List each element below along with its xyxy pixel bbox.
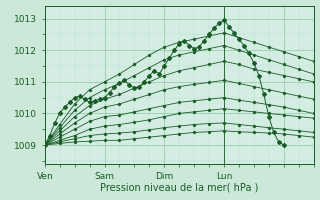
X-axis label: Pression niveau de la mer( hPa ): Pression niveau de la mer( hPa )	[100, 182, 258, 192]
